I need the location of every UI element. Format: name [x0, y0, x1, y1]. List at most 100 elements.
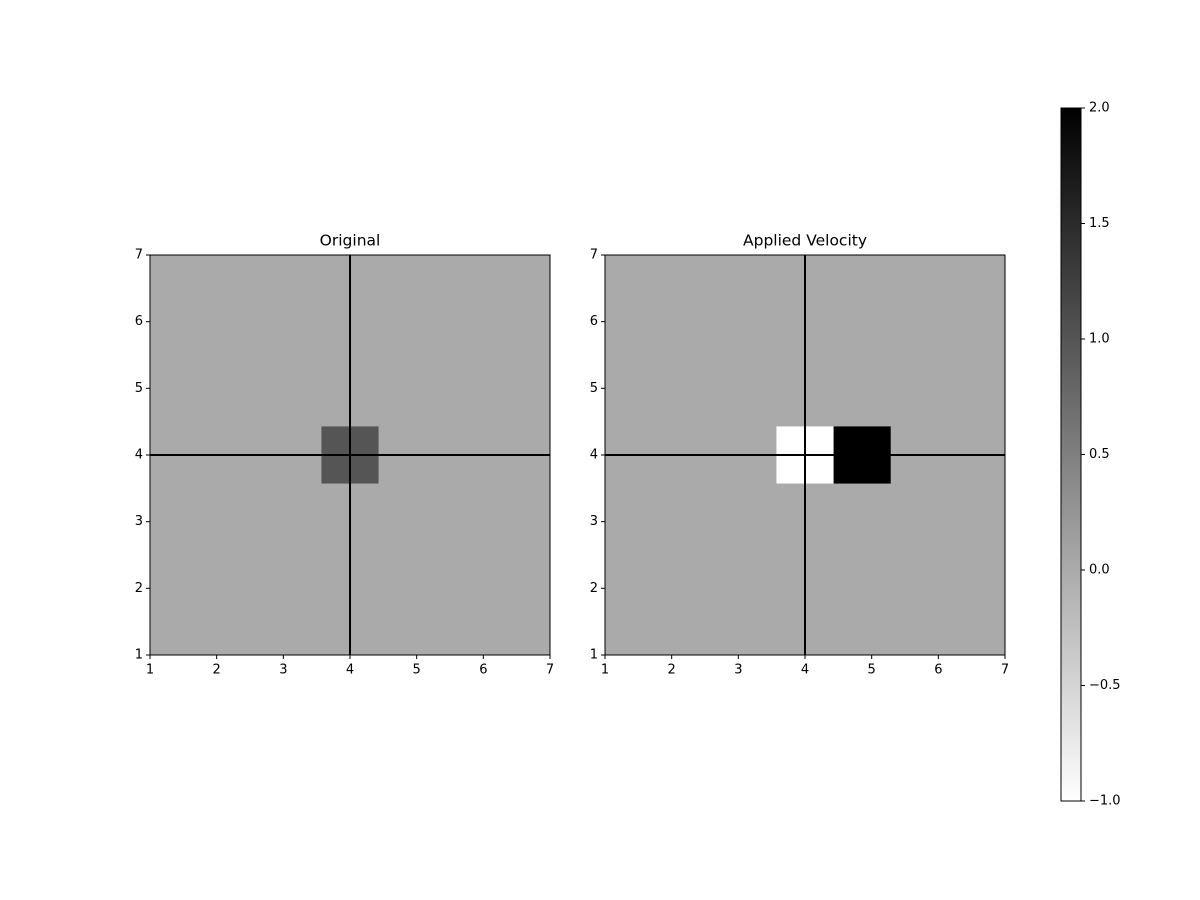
heatmap-cell	[605, 369, 663, 427]
heatmap-cell	[435, 312, 494, 370]
heatmap-cell	[150, 255, 208, 313]
heatmap-cell	[833, 540, 892, 599]
heatmap-cell	[207, 540, 265, 599]
heatmap-cell	[719, 369, 777, 427]
heatmap-cell	[833, 312, 892, 370]
heatmap-cell	[890, 255, 949, 313]
heatmap-cell	[492, 312, 551, 370]
y-tick-label: 4	[135, 448, 143, 463]
chart-title: Applied Velocity	[743, 232, 867, 250]
heatmap-cell	[719, 255, 777, 313]
colorbar-tick-label: −1.0	[1089, 794, 1121, 809]
colorbar	[1060, 107, 1082, 802]
heatmap-cell	[150, 483, 208, 542]
heatmap-cell	[662, 312, 720, 370]
heatmap-cell	[947, 483, 1006, 542]
x-tick-label: 4	[346, 663, 354, 678]
heatmap-cell	[150, 540, 208, 599]
heatmap-cell	[207, 483, 265, 542]
colorbar-tick-label: −0.5	[1089, 678, 1121, 693]
heatmap-cell	[605, 540, 663, 599]
heatmap-cell	[890, 369, 949, 427]
y-tick-label: 3	[135, 514, 143, 529]
colorbar-tick-label: 2.0	[1089, 101, 1110, 116]
heatmap-cell	[833, 369, 892, 427]
heatmap-cell	[605, 312, 663, 370]
y-tick-label: 3	[590, 514, 598, 529]
heatmap-cell	[264, 255, 322, 313]
heatmap-cell	[378, 312, 437, 370]
heatmap-cell	[662, 597, 720, 656]
colorbar-tick-label: 0.5	[1089, 447, 1110, 462]
heatmap-cell	[890, 597, 949, 656]
colorbar-tick-label: 1.5	[1089, 216, 1110, 231]
heatmap-cell	[947, 255, 1006, 313]
y-tick-label: 5	[590, 381, 598, 396]
x-tick-label: 4	[801, 663, 809, 678]
heatmap-cell	[264, 483, 322, 542]
x-tick-label: 1	[601, 663, 609, 678]
heatmap-cell	[378, 597, 437, 656]
heatmap-cell	[492, 540, 551, 599]
heatmap-cell	[833, 255, 892, 313]
x-tick-label: 3	[734, 663, 742, 678]
heatmap-cell	[378, 255, 437, 313]
y-tick-label: 2	[590, 581, 598, 596]
x-tick-label: 2	[213, 663, 221, 678]
x-tick-label: 6	[934, 663, 942, 678]
heatmap-cell	[150, 369, 208, 427]
heatmap-cell	[605, 483, 663, 542]
heatmap-cell	[378, 483, 437, 542]
heatmap-cell	[605, 597, 663, 656]
heatmap-cell	[435, 369, 494, 427]
y-tick-label: 7	[135, 248, 143, 263]
heatmap-cell	[264, 369, 322, 427]
heatmap-cell	[947, 312, 1006, 370]
y-tick-label: 6	[590, 314, 598, 329]
heatmap-cell	[492, 369, 551, 427]
heatmap-cell	[435, 255, 494, 313]
heatmap-cell	[605, 255, 663, 313]
y-tick-label: 2	[135, 581, 143, 596]
heatmap-cell	[492, 483, 551, 542]
colorbar-tick-label: 0.0	[1089, 563, 1110, 578]
heatmap-cell	[207, 369, 265, 427]
heatmap-cell	[662, 255, 720, 313]
x-tick-label: 5	[413, 663, 421, 678]
y-tick-label: 1	[590, 648, 598, 663]
heatmap-cell	[719, 540, 777, 599]
heatmap-cell	[662, 483, 720, 542]
x-tick-label: 1	[146, 663, 154, 678]
heatmap-cell	[492, 255, 551, 313]
heatmap-cell	[662, 540, 720, 599]
x-tick-label: 7	[546, 663, 554, 678]
heatmap-cell	[435, 540, 494, 599]
heatmap-cell	[150, 312, 208, 370]
heatmap-cell	[435, 597, 494, 656]
y-tick-label: 7	[590, 248, 598, 263]
heatmap-cell	[947, 597, 1006, 656]
x-tick-label: 3	[279, 663, 287, 678]
heatmap-cell	[264, 540, 322, 599]
heatmap-cell	[435, 483, 494, 542]
heatmap-cell	[890, 540, 949, 599]
heatmap-cell	[264, 312, 322, 370]
y-tick-label: 1	[135, 648, 143, 663]
y-tick-label: 6	[135, 314, 143, 329]
heatmap-cell	[378, 540, 437, 599]
chart-title: Original	[320, 232, 381, 250]
heatmap-cell	[947, 369, 1006, 427]
heatmap-cell	[719, 312, 777, 370]
heatmap-cell	[719, 597, 777, 656]
heatmap-cell	[947, 540, 1006, 599]
heatmap-cell	[890, 312, 949, 370]
heatmap-cell	[719, 483, 777, 542]
heatmap-cell	[264, 597, 322, 656]
heatmap-cell	[890, 483, 949, 542]
heatmap-cell	[833, 597, 892, 656]
y-tick-label: 4	[590, 448, 598, 463]
y-tick-label: 5	[135, 381, 143, 396]
heatmap-cell	[150, 597, 208, 656]
x-tick-label: 7	[1001, 663, 1009, 678]
